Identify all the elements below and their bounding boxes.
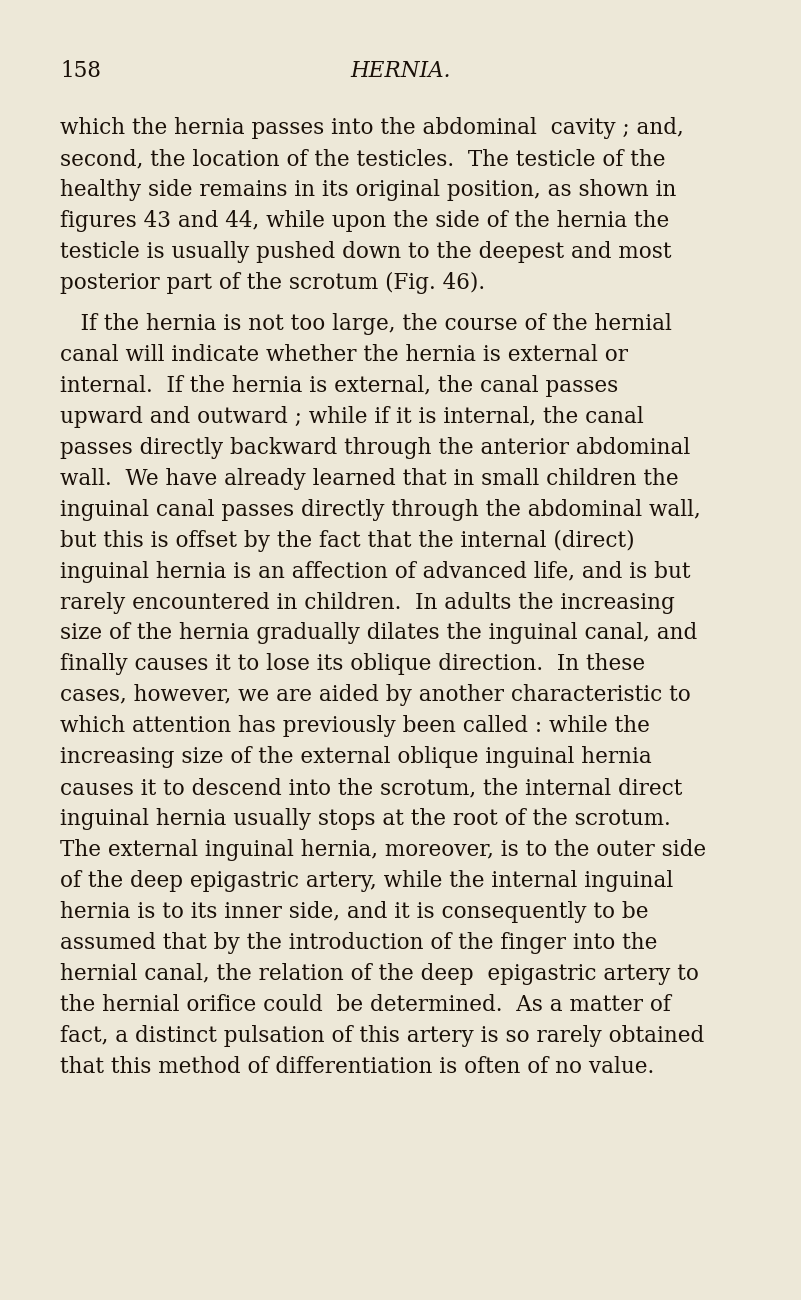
Text: If the hernia is not too large, the course of the hernial: If the hernia is not too large, the cour… (60, 313, 672, 335)
Text: internal.  If the hernia is external, the canal passes: internal. If the hernia is external, the… (60, 374, 618, 396)
Text: inguinal hernia usually stops at the root of the scrotum.: inguinal hernia usually stops at the roo… (60, 809, 670, 831)
Text: the hernial orifice could  be determined.  As a matter of: the hernial orifice could be determined.… (60, 993, 671, 1015)
Text: which attention has previously been called : while the: which attention has previously been call… (60, 715, 650, 737)
Text: canal will indicate whether the hernia is external or: canal will indicate whether the hernia i… (60, 344, 628, 367)
Text: 158: 158 (60, 60, 101, 82)
Text: of the deep epigastric artery, while the internal inguinal: of the deep epigastric artery, while the… (60, 870, 674, 892)
Text: inguinal hernia is an affection of advanced life, and is but: inguinal hernia is an affection of advan… (60, 560, 690, 582)
Text: wall.  We have already learned that in small children the: wall. We have already learned that in sm… (60, 468, 678, 490)
Text: hernial canal, the relation of the deep  epigastric artery to: hernial canal, the relation of the deep … (60, 963, 699, 985)
Text: fact, a distinct pulsation of this artery is so rarely obtained: fact, a distinct pulsation of this arter… (60, 1024, 704, 1046)
Text: size of the hernia gradually dilates the inguinal canal, and: size of the hernia gradually dilates the… (60, 623, 698, 645)
Text: passes directly backward through the anterior abdominal: passes directly backward through the ant… (60, 437, 690, 459)
Text: assumed that by the introduction of the finger into the: assumed that by the introduction of the … (60, 932, 658, 954)
Text: second, the location of the testicles.  The testicle of the: second, the location of the testicles. T… (60, 148, 666, 170)
Text: posterior part of the scrotum (Fig. 46).: posterior part of the scrotum (Fig. 46). (60, 272, 485, 294)
Text: The external inguinal hernia, moreover, is to the outer side: The external inguinal hernia, moreover, … (60, 838, 706, 861)
Text: testicle is usually pushed down to the deepest and most: testicle is usually pushed down to the d… (60, 240, 671, 263)
Text: rarely encountered in children.  In adults the increasing: rarely encountered in children. In adult… (60, 592, 675, 614)
Text: figures 43 and 44, while upon the side of the hernia the: figures 43 and 44, while upon the side o… (60, 209, 670, 231)
Text: but this is offset by the fact that the internal (direct): but this is offset by the fact that the … (60, 529, 634, 551)
Text: causes it to descend into the scrotum, the internal direct: causes it to descend into the scrotum, t… (60, 777, 682, 800)
Text: hernia is to its inner side, and it is consequently to be: hernia is to its inner side, and it is c… (60, 901, 649, 923)
Text: cases, however, we are aided by another characteristic to: cases, however, we are aided by another … (60, 684, 690, 706)
Text: which the hernia passes into the abdominal  cavity ; and,: which the hernia passes into the abdomin… (60, 117, 684, 139)
Text: HERNIA.: HERNIA. (350, 60, 451, 82)
Text: inguinal canal passes directly through the abdominal wall,: inguinal canal passes directly through t… (60, 499, 701, 521)
Text: healthy side remains in its original position, as shown in: healthy side remains in its original pos… (60, 179, 677, 202)
Text: increasing size of the external oblique inguinal hernia: increasing size of the external oblique … (60, 746, 652, 768)
Text: that this method of differentiation is often of no value.: that this method of differentiation is o… (60, 1056, 654, 1078)
Text: finally causes it to lose its oblique direction.  In these: finally causes it to lose its oblique di… (60, 654, 645, 676)
Text: upward and outward ; while if it is internal, the canal: upward and outward ; while if it is inte… (60, 406, 644, 428)
